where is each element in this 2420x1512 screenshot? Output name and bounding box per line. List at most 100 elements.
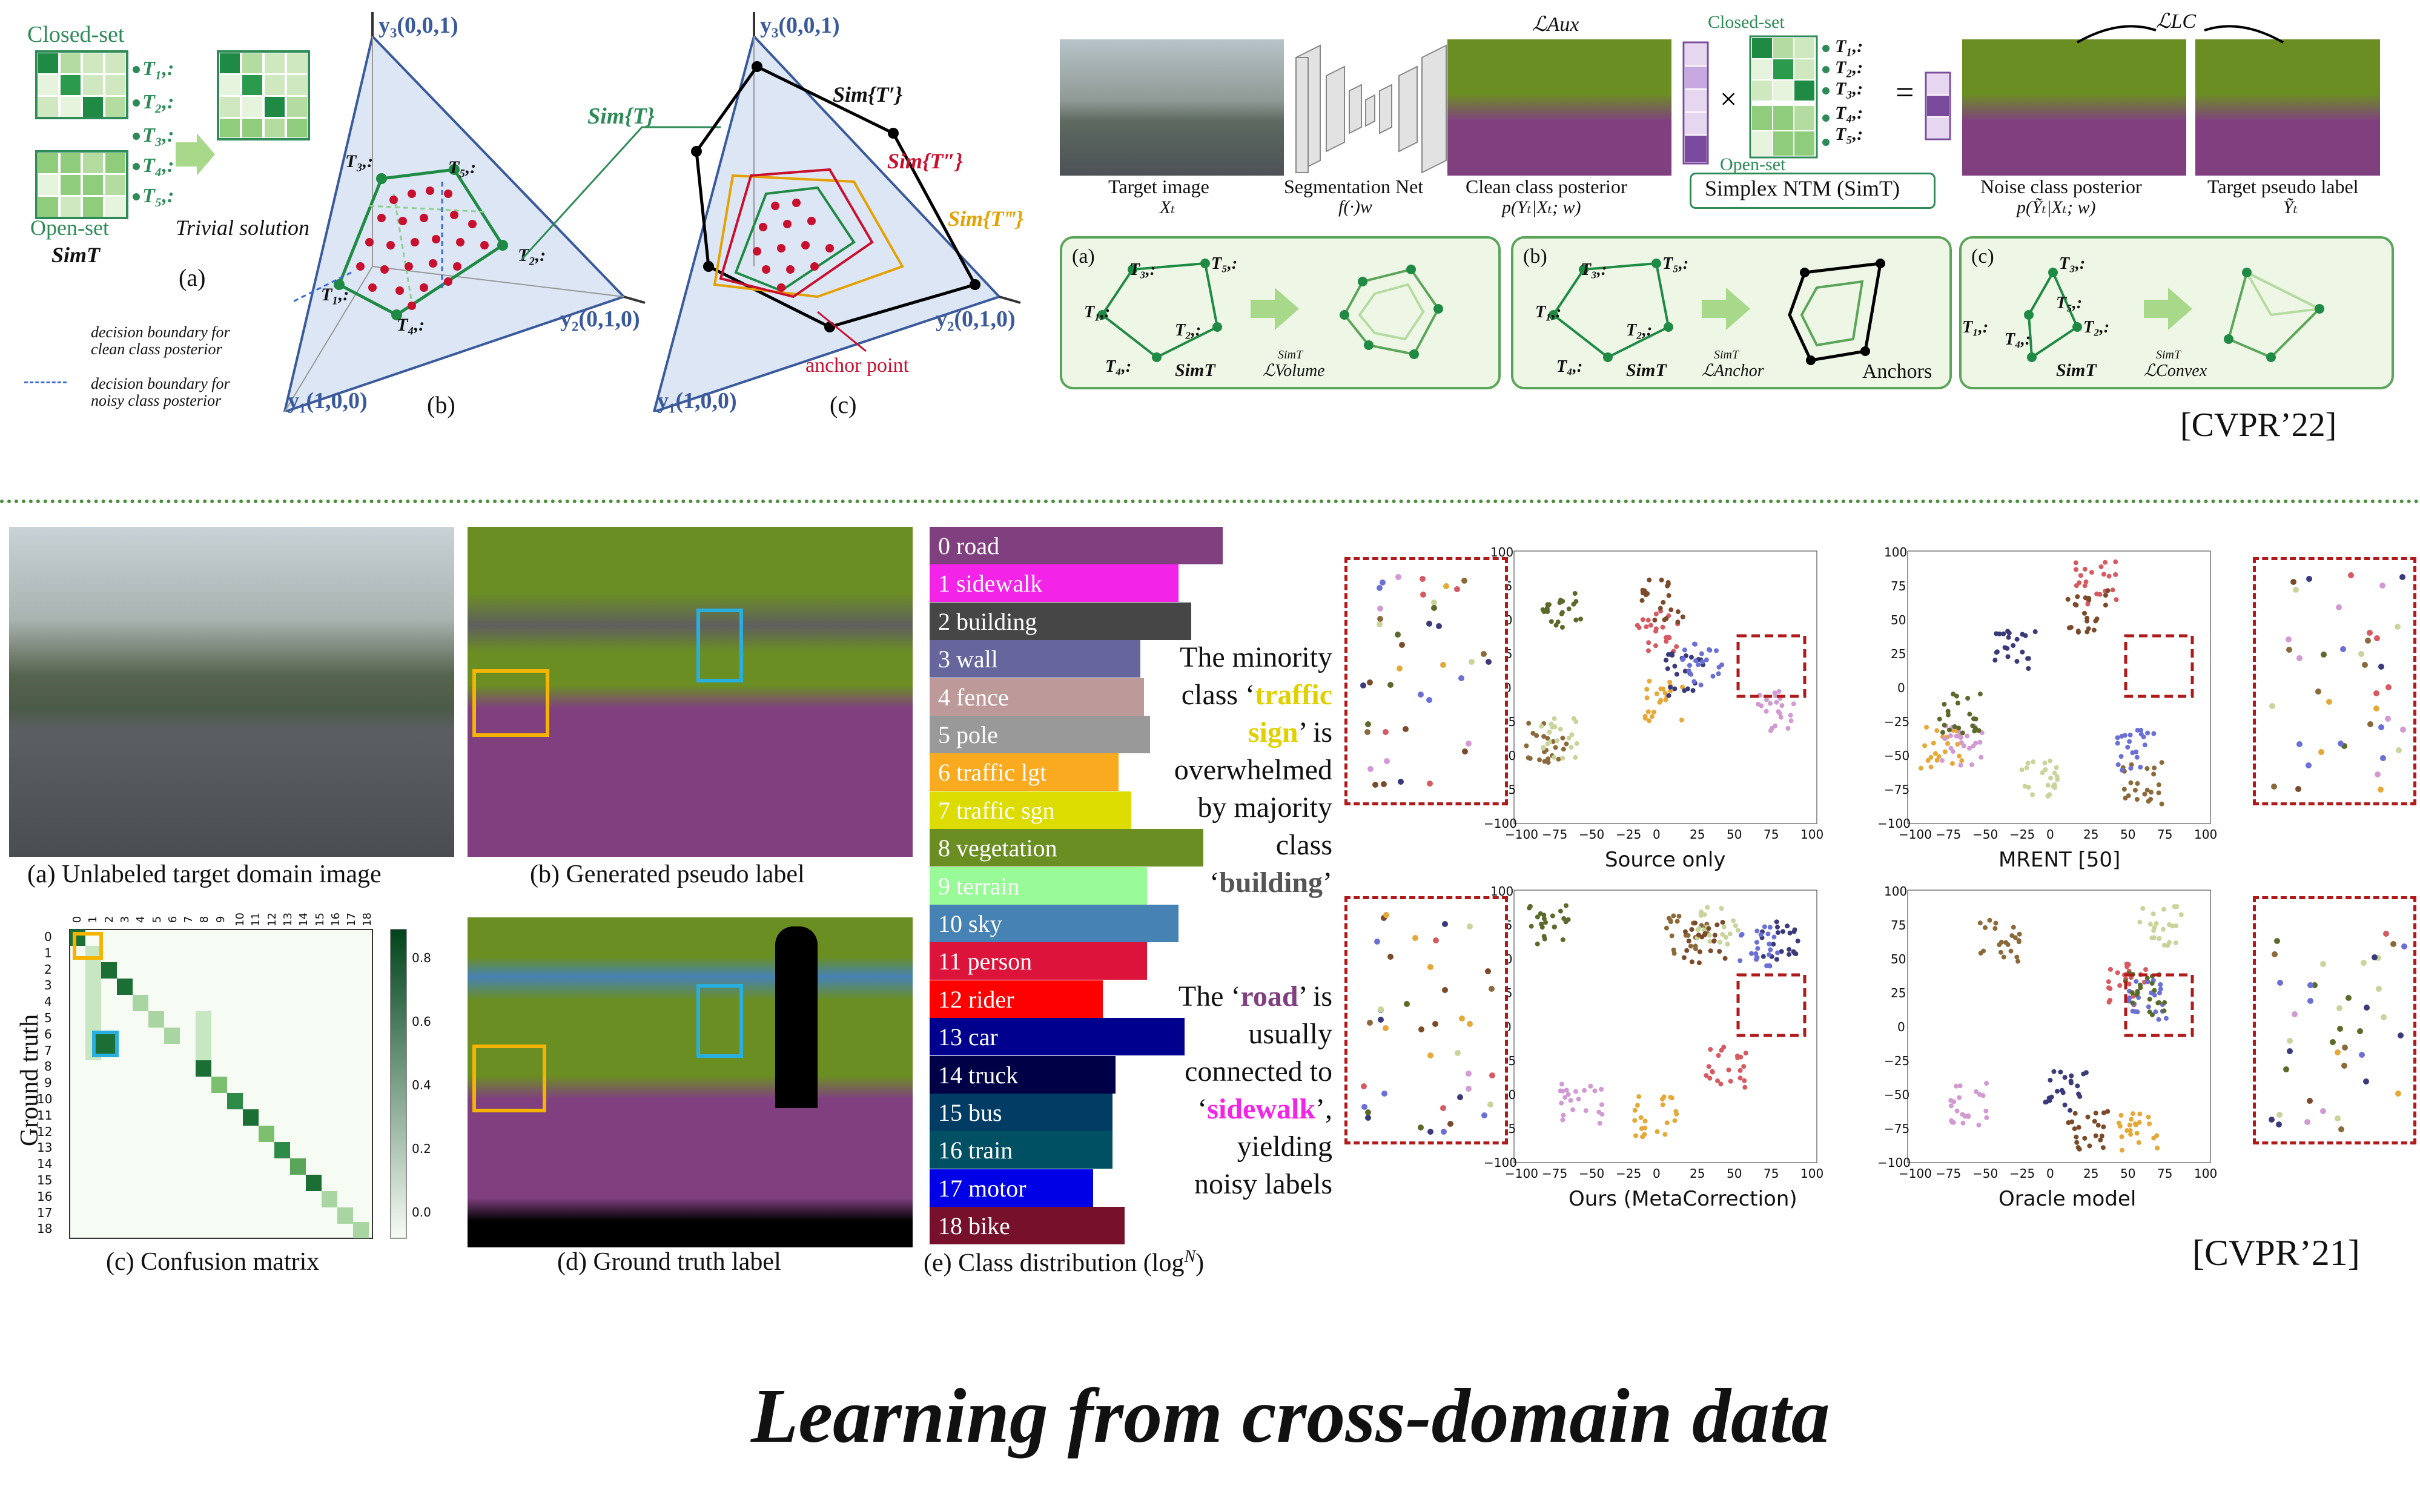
tsne-point bbox=[1596, 1109, 1602, 1115]
tsne-point bbox=[1776, 688, 1782, 694]
cm-colorbar-tick: 0.0 bbox=[412, 1205, 431, 1220]
tsne-point bbox=[2144, 976, 2150, 981]
tsne-point bbox=[2136, 1140, 2141, 1145]
tsne-point bbox=[2151, 911, 2156, 917]
cm-y-tick: 13 bbox=[37, 1140, 53, 1155]
tsne-inset-point bbox=[2395, 747, 2402, 753]
cap-c: (c) Confusion matrix bbox=[106, 1248, 320, 1276]
tsne-point bbox=[1778, 715, 1784, 720]
loss-convex: ℒConvex bbox=[2144, 361, 2207, 380]
tsne-point bbox=[1561, 1112, 1566, 1118]
tsne-inset-point bbox=[2390, 940, 2396, 947]
tsne-point bbox=[2151, 771, 2157, 777]
tsne-point bbox=[1686, 669, 1691, 674]
tsne-point bbox=[2075, 1083, 2080, 1089]
tsne-point bbox=[2012, 935, 2018, 940]
class-bar: 4 fence bbox=[930, 678, 1144, 716]
tsne-point bbox=[1704, 657, 1709, 662]
tsne-point bbox=[1743, 1051, 1748, 1056]
tsne-point bbox=[1737, 1075, 1743, 1081]
tsne-point bbox=[2132, 1121, 2138, 1127]
tsne-point bbox=[2156, 782, 2161, 788]
note1-f: overwhelmed bbox=[1174, 754, 1332, 786]
tsne-point bbox=[2157, 936, 2162, 941]
tsne-inset-point bbox=[2367, 630, 2373, 636]
tsne-point bbox=[1645, 648, 1651, 653]
tsne-inset-point bbox=[2375, 985, 2382, 992]
tsne-point bbox=[1776, 709, 1781, 715]
tsne-point bbox=[1945, 708, 1951, 714]
trivial-solution-label: Trivial solution bbox=[176, 216, 310, 240]
loss-volume-sup: SimT bbox=[1278, 348, 1303, 361]
tsne-point bbox=[2016, 939, 2022, 945]
tsne-point bbox=[1723, 934, 1728, 940]
t3-tr: T₃,: bbox=[1835, 79, 1863, 99]
tsne-zoom-inset bbox=[2253, 557, 2416, 805]
cm-x-tick: 5 bbox=[150, 916, 164, 923]
p2-t4: T₄,: bbox=[1556, 357, 1583, 376]
tsne-inset-point bbox=[2375, 954, 2382, 961]
tsne-point bbox=[2074, 1134, 2079, 1140]
cm-x-tick: 4 bbox=[134, 916, 148, 923]
tsne-point bbox=[2086, 626, 2091, 632]
tsne-inset-point bbox=[2399, 726, 2406, 733]
tsne-point bbox=[1707, 933, 1712, 938]
tsne-point bbox=[1731, 918, 1736, 923]
l-lc-label: ℒLC bbox=[2156, 10, 2197, 33]
p1-simt: SimT bbox=[1175, 360, 1215, 380]
tsne-point bbox=[1556, 756, 1561, 762]
tsne-point bbox=[1555, 619, 1561, 625]
class-bar-label: 8 vegetation bbox=[938, 834, 1057, 862]
tsne-point bbox=[2124, 1128, 2130, 1134]
note2-i: yielding bbox=[1237, 1131, 1332, 1163]
tsne-point bbox=[1666, 693, 1671, 698]
tsne-point bbox=[1965, 696, 1971, 701]
tsne-inset-point bbox=[1427, 1129, 1433, 1135]
tsne-inset-point bbox=[1440, 1104, 1447, 1111]
tsne-point bbox=[1559, 1081, 1564, 1087]
tsne-point bbox=[1960, 730, 1965, 736]
tsne-x-tick: 50 bbox=[1727, 1166, 1742, 1181]
p2-t1: T₁,: bbox=[1535, 303, 1562, 322]
simt-matrix-figure bbox=[35, 50, 310, 219]
class-bar-label: 9 terrain bbox=[938, 872, 1020, 900]
tsne-point bbox=[1696, 662, 1701, 667]
tsne-zoom-box bbox=[1736, 634, 1807, 698]
tsne-point bbox=[1571, 601, 1576, 607]
tsne-point bbox=[1749, 951, 1754, 956]
tsne-plot bbox=[1907, 890, 2211, 1163]
tsne-point bbox=[2047, 792, 2052, 797]
tsne-point bbox=[1771, 942, 1776, 947]
tsne-point bbox=[1984, 1115, 1989, 1120]
tsne-x-tick: 25 bbox=[1690, 1166, 1705, 1181]
class-bar-label: 3 wall bbox=[938, 645, 998, 673]
tsne-x-tick: 25 bbox=[2083, 1166, 2099, 1181]
tsne-point bbox=[1539, 724, 1544, 729]
colorbar bbox=[390, 929, 407, 1239]
tsne-point bbox=[1966, 745, 1972, 751]
tsne-point bbox=[1568, 1098, 1573, 1103]
tsne-inset-point bbox=[2364, 1005, 2370, 1011]
tsne-inset-point bbox=[2276, 1111, 2283, 1118]
tsne-point bbox=[1541, 916, 1547, 922]
tsne-label: Source only bbox=[1605, 848, 1726, 872]
t3-label: T₃,: bbox=[142, 124, 174, 147]
tsne-point bbox=[1957, 1083, 1963, 1089]
tsne-inset-point bbox=[1395, 631, 1401, 638]
closed-set-label: Closed-set bbox=[27, 22, 125, 47]
tsne-inset-point bbox=[2274, 938, 2281, 945]
tsne-point bbox=[1957, 1095, 1962, 1100]
tsne-point bbox=[1665, 583, 1670, 589]
tsne-point bbox=[1668, 1095, 1673, 1100]
tsne-point bbox=[1700, 659, 1705, 665]
tsne-point bbox=[1551, 754, 1556, 760]
tsne-inset-point bbox=[1420, 576, 1426, 583]
tsne-point bbox=[2026, 666, 2031, 672]
tsne-point bbox=[1569, 745, 1574, 750]
tsne-inset-point bbox=[2379, 755, 2386, 762]
tsne-point bbox=[2150, 1012, 2155, 1017]
tsne-inset-point bbox=[2379, 582, 2385, 589]
class-bar: 2 building bbox=[930, 602, 1191, 640]
tsne-inset-point bbox=[1455, 1049, 1461, 1056]
tsne-inset-point bbox=[2305, 762, 2312, 768]
